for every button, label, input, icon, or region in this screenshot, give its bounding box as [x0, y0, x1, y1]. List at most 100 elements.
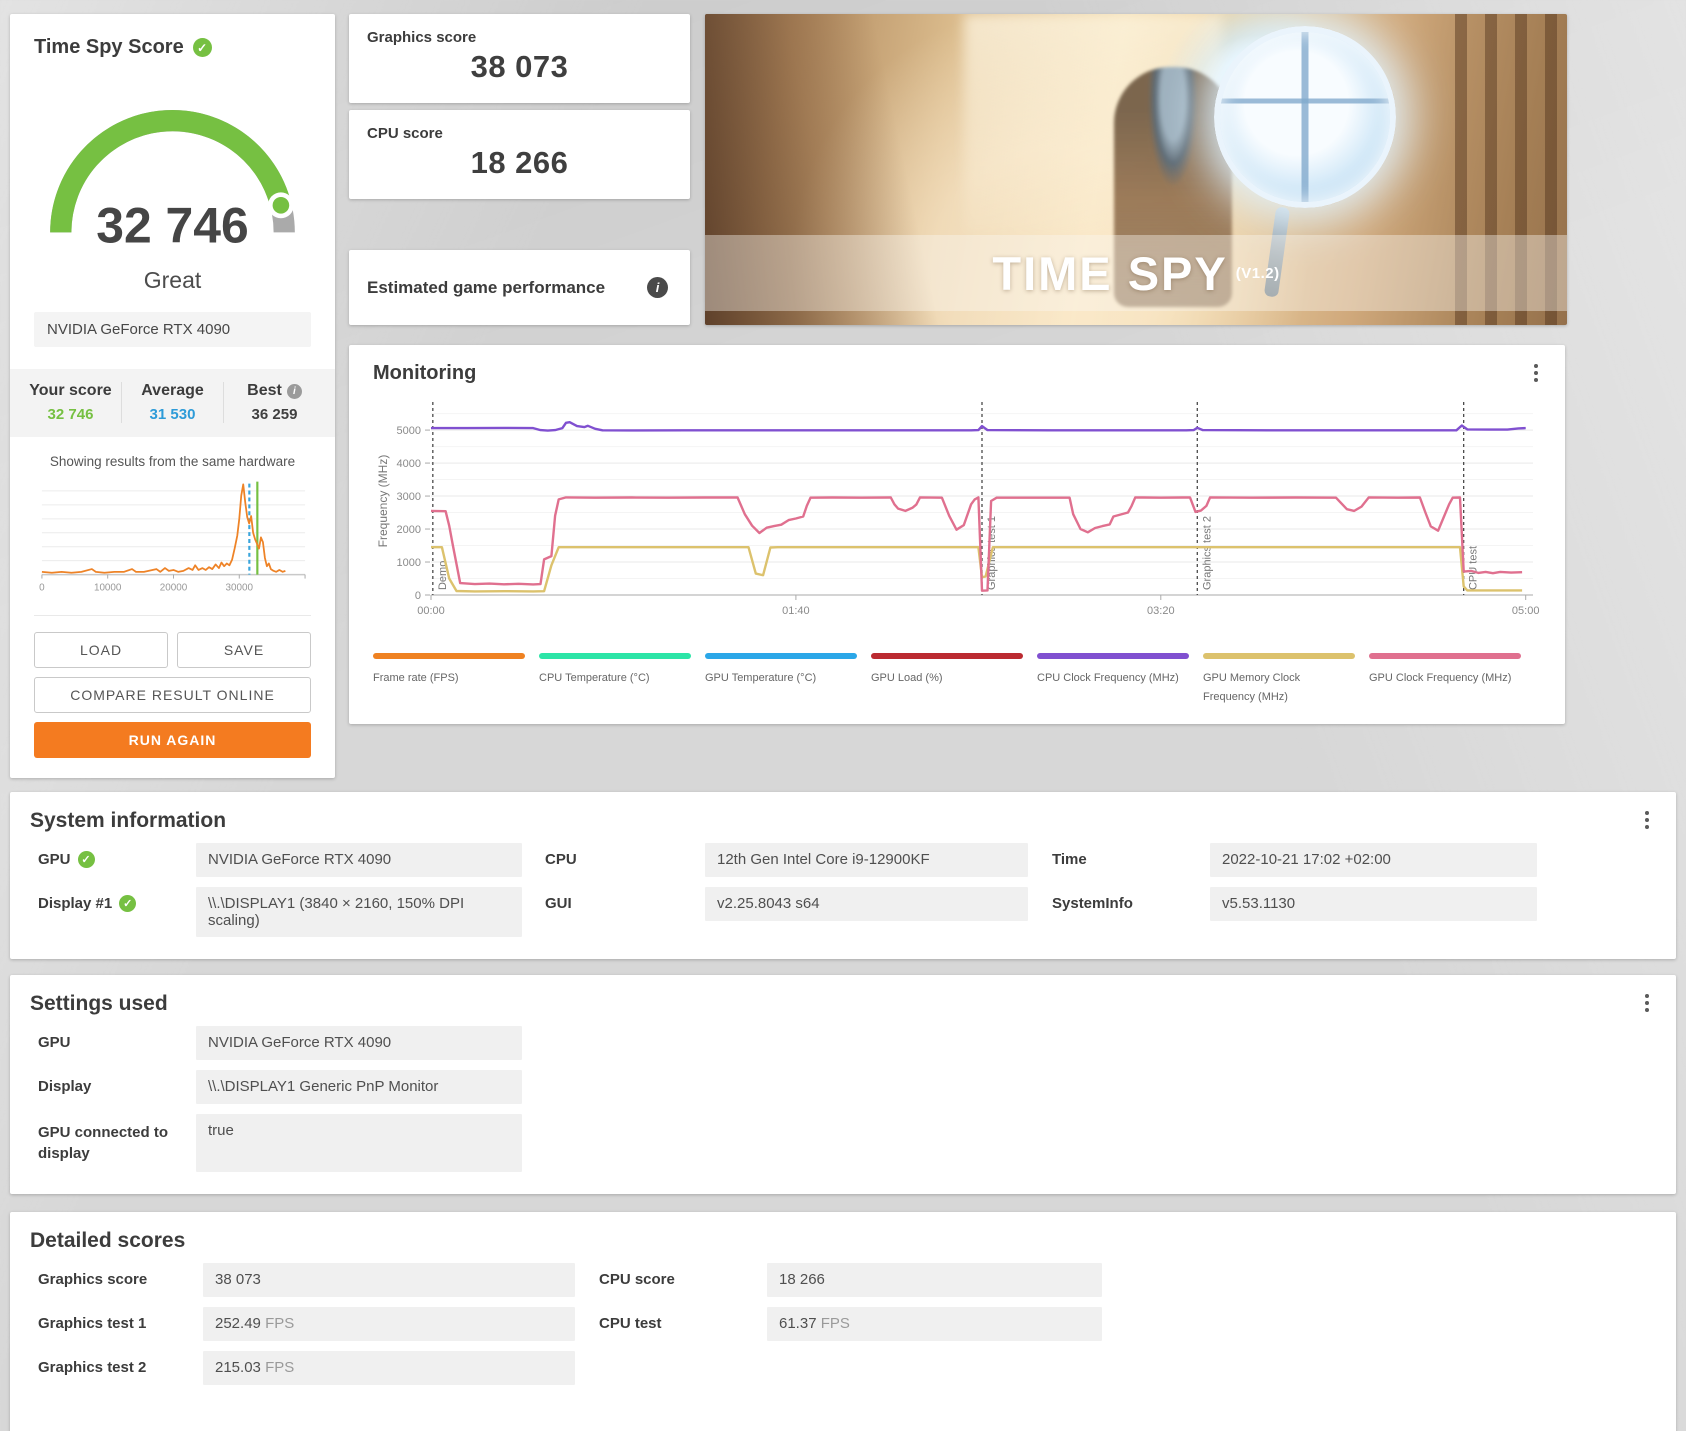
svg-text:30000: 30000 — [226, 582, 254, 593]
estimated-game-performance-tile: Estimated game performance i — [349, 250, 690, 325]
comparison-your-score: Your score 32 746 — [29, 382, 112, 423]
estimated-info-icon[interactable]: i — [647, 277, 668, 298]
sysinfo-display: Display #1 ✓ \\.\DISPLAY1 (3840 × 2160, 1… — [38, 887, 522, 937]
banner-ruins — [705, 14, 964, 325]
save-button[interactable]: SAVE — [177, 632, 311, 668]
svg-text:00:00: 00:00 — [417, 605, 445, 617]
gpu-check-icon: ✓ — [77, 851, 95, 868]
settings-gpu-connected: GPU connected to display true — [38, 1114, 522, 1172]
svg-text:03:20: 03:20 — [1147, 605, 1175, 617]
legend-swatch — [373, 653, 525, 659]
histogram-caption: Showing results from the same hardware — [49, 454, 296, 469]
comparison-average: Average 31 530 — [121, 382, 223, 423]
detailed-cpu-test: CPU test 61.37 FPS — [599, 1307, 1102, 1341]
svg-text:2000: 2000 — [397, 524, 421, 536]
settings-used-menu-icon[interactable] — [1638, 992, 1656, 1014]
legend-label: GPU Load (%) — [871, 672, 943, 684]
svg-text:Graphics test 2: Graphics test 2 — [1201, 516, 1213, 590]
svg-text:3000: 3000 — [397, 491, 421, 503]
svg-text:10000: 10000 — [94, 582, 122, 593]
overall-score-value: 32 746 — [96, 198, 249, 252]
svg-text:0: 0 — [39, 582, 45, 593]
banner-title: TIME SPY — [992, 246, 1228, 300]
banner-version: (V1.2) — [1235, 264, 1280, 282]
sysinfo-gpu: GPU ✓ NVIDIA GeForce RTX 4090 — [38, 843, 522, 877]
svg-text:0: 0 — [415, 590, 421, 602]
cpu-score-tile: CPU score 18 266 — [349, 110, 690, 199]
score-gauge: 32 746 — [34, 89, 311, 257]
results-histogram-chart: 0 10000 20000 30000 — [39, 481, 306, 593]
banner-title-band: TIME SPY (V1.2) — [705, 235, 1567, 311]
system-information-card: System information GPU ✓ NVIDIA GeForce R… — [10, 792, 1676, 959]
legend-item-1[interactable]: CPU Temperature (°C) — [539, 653, 705, 706]
svg-text:1000: 1000 — [397, 557, 421, 569]
detailed-cpu-score: CPU score 18 266 — [599, 1263, 1102, 1297]
compare-result-online-button[interactable]: COMPARE RESULT ONLINE — [34, 677, 311, 713]
legend-swatch — [871, 653, 1023, 659]
legend-item-6[interactable]: GPU Clock Frequency (MHz) — [1369, 653, 1535, 706]
settings-used-card: Settings used GPU NVIDIA GeForce RTX 409… — [10, 975, 1676, 1194]
cpu-score-value: 18 266 — [470, 145, 569, 180]
time-spy-score-card: Time Spy Score ✓ 32 746 Great NVIDIA GeF… — [10, 14, 335, 778]
run-again-button[interactable]: RUN AGAIN — [34, 722, 311, 758]
detailed-scores-card: Detailed scores Graphics score 38 073 CP… — [10, 1212, 1676, 1431]
score-comparison: Your score 32 746 Average 31 530 Best i … — [10, 369, 335, 437]
gpu-name-field: NVIDIA GeForce RTX 4090 — [34, 312, 311, 347]
banner-columns — [1454, 14, 1567, 325]
system-information-title: System information — [30, 809, 227, 832]
legend-swatch — [539, 653, 691, 659]
banner-astronaut-figure — [1114, 66, 1233, 307]
monitoring-title: Monitoring — [373, 362, 477, 384]
banner-mirror — [1213, 26, 1396, 209]
estimated-game-performance-label: Estimated game performance — [367, 277, 606, 297]
svg-text:01:40: 01:40 — [782, 605, 810, 617]
legend-label: GPU Clock Frequency (MHz) — [1369, 672, 1512, 684]
display-check-icon: ✓ — [119, 895, 137, 912]
legend-item-0[interactable]: Frame rate (FPS) — [373, 653, 539, 706]
legend-label: CPU Temperature (°C) — [539, 672, 650, 684]
graphics-score-tile: Graphics score 38 073 — [349, 14, 690, 103]
sysinfo-gui: GUI v2.25.8043 s64 — [545, 887, 1028, 921]
settings-display: Display \\.\DISPLAY1 Generic PnP Monitor — [38, 1070, 522, 1104]
monitoring-chart: 0 1000 2000 3000 4000 5000 Frequency (MHz) 00:0… — [376, 402, 1540, 617]
sysinfo-systeminfo: SystemInfo v5.53.1130 — [1052, 887, 1537, 921]
legend-item-5[interactable]: GPU Memory Clock Frequency (MHz) — [1203, 653, 1369, 706]
score-card-title: Time Spy Score — [34, 36, 184, 58]
time-spy-banner: TIME SPY (V1.2) — [705, 14, 1567, 325]
valid-check-icon: ✓ — [192, 38, 212, 57]
legend-label: Frame rate (FPS) — [373, 672, 459, 684]
legend-label: GPU Memory Clock Frequency (MHz) — [1203, 672, 1301, 703]
monitoring-menu-icon[interactable] — [1527, 362, 1545, 384]
svg-text:Frequency (MHz): Frequency (MHz) — [376, 455, 390, 548]
legend-item-4[interactable]: CPU Clock Frequency (MHz) — [1037, 653, 1203, 706]
monitoring-card: Monitoring 0 1000 2000 3000 4000 5000 Frequenc… — [349, 345, 1565, 725]
legend-item-2[interactable]: GPU Temperature (°C) — [705, 653, 871, 706]
legend-item-3[interactable]: GPU Load (%) — [871, 653, 1037, 706]
svg-text:05:00: 05:00 — [1512, 605, 1540, 617]
sysinfo-cpu: CPU 12th Gen Intel Core i9-12900KF — [545, 843, 1028, 877]
detailed-scores-title: Detailed scores — [30, 1229, 186, 1252]
legend-swatch — [1369, 653, 1521, 659]
svg-text:20000: 20000 — [160, 582, 188, 593]
settings-used-title: Settings used — [30, 992, 168, 1015]
load-button[interactable]: LOAD — [34, 632, 168, 668]
detailed-graphics-test-2: Graphics test 2 215.03 FPS — [38, 1351, 575, 1385]
graphics-score-value: 38 073 — [470, 49, 569, 84]
legend-label: CPU Clock Frequency (MHz) — [1037, 672, 1179, 684]
sysinfo-time: Time 2022-10-21 17:02 +02:00 — [1052, 843, 1537, 877]
svg-text:4000: 4000 — [397, 458, 421, 470]
legend-label: GPU Temperature (°C) — [705, 672, 817, 684]
monitoring-legend: Frame rate (FPS) CPU Temperature (°C) GPU … — [373, 653, 1541, 706]
best-info-icon[interactable]: i — [286, 383, 302, 399]
svg-text:CPU test: CPU test — [1468, 546, 1480, 590]
detailed-graphics-score: Graphics score 38 073 — [38, 1263, 575, 1297]
legend-swatch — [1037, 653, 1189, 659]
detailed-graphics-test-1: Graphics test 1 252.49 FPS — [38, 1307, 575, 1341]
score-rating: Great — [143, 267, 202, 293]
cpu-score-label: CPU score — [367, 125, 443, 142]
comparison-best: Best i 36 259 — [223, 382, 325, 423]
system-information-menu-icon[interactable] — [1638, 809, 1656, 831]
svg-text:5000: 5000 — [397, 425, 421, 437]
settings-gpu: GPU NVIDIA GeForce RTX 4090 — [38, 1026, 522, 1060]
